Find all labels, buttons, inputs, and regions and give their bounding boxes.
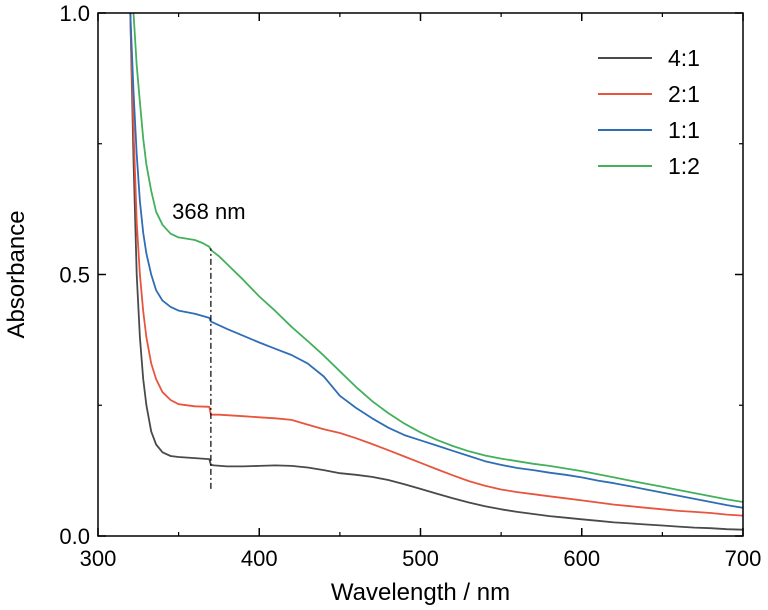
y-tick-label: 0.5 (59, 263, 90, 288)
x-tick-label: 700 (725, 546, 762, 571)
x-tick-label: 600 (563, 546, 600, 571)
annotation-layer: 368 nm (172, 199, 246, 489)
legend-label-1-2: 1:2 (668, 153, 700, 179)
y-tick-label: 0.0 (59, 524, 90, 549)
x-axis-label: Wavelength / nm (331, 579, 510, 606)
x-tick-label: 400 (241, 546, 278, 571)
tick-layer: 300 400 500 600 700 0.0 0.5 1.0 (59, 1, 761, 571)
annotation-label: 368 nm (172, 199, 245, 224)
x-tick-label: 500 (402, 546, 439, 571)
series-layer (129, 13, 743, 531)
y-axis-label: Absorbance (3, 210, 30, 338)
legend-label-4-1: 4:1 (668, 45, 700, 71)
x-tick-label: 300 (80, 546, 117, 571)
legend-label-1-1: 1:1 (668, 117, 700, 143)
series-line-1-2 (132, 13, 743, 503)
y-tick-label: 1.0 (59, 1, 90, 26)
legend: 4:1 2:1 1:1 1:2 (598, 45, 700, 179)
series-line-4-1 (129, 13, 743, 531)
legend-label-2-1: 2:1 (668, 81, 700, 107)
series-line-1-1 (129, 13, 743, 509)
series-line-2-1 (129, 13, 743, 517)
